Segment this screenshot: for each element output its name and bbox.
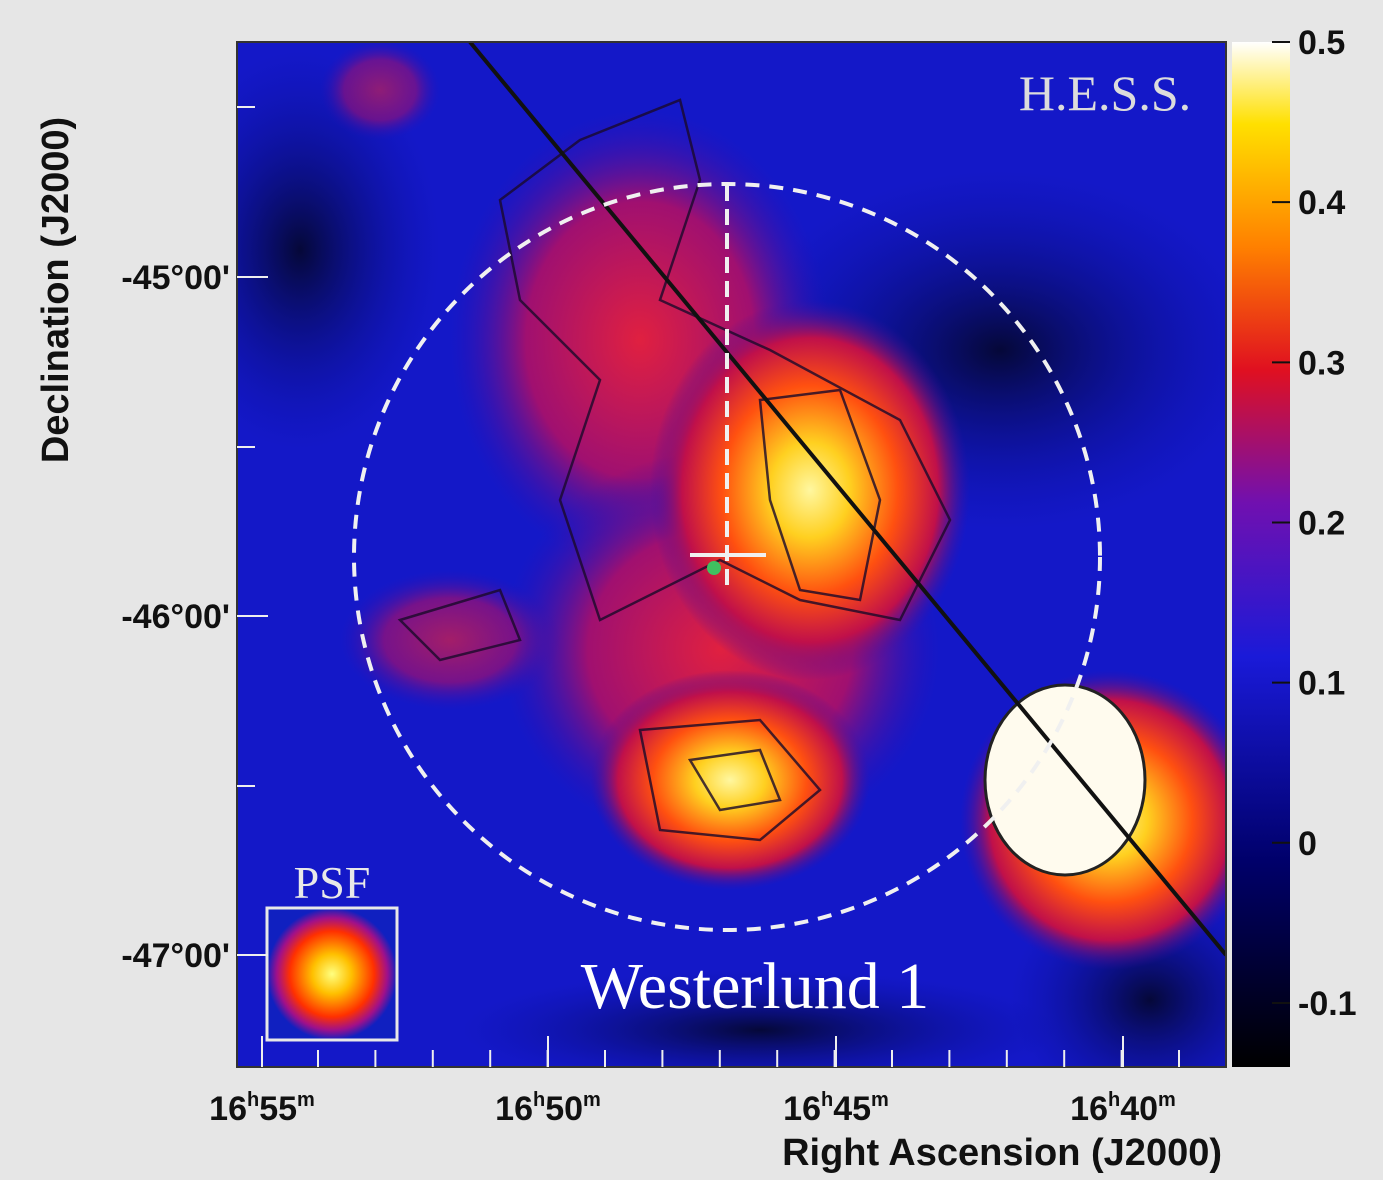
y-tick-label: -46°00' — [121, 598, 230, 636]
x-tick-label-part: 16 — [495, 1090, 533, 1128]
y-tick-label: -47°00' — [121, 937, 230, 975]
figure: H.E.S.S. Westerlund 1 PSF Declination (J… — [0, 0, 1383, 1180]
x-tick-label: 16h45m — [783, 1089, 889, 1128]
x-tick-label-part: 55 — [259, 1090, 297, 1128]
x-tick-label-part: 16 — [209, 1090, 247, 1128]
x-tick-label-part: m — [1158, 1089, 1176, 1111]
x-tick-label-part: 50 — [545, 1090, 583, 1128]
psf-box — [267, 908, 397, 1040]
x-tick-label: 16h40m — [1070, 1089, 1176, 1128]
colorbar-tick-label: 0.1 — [1298, 665, 1345, 703]
psf-label: PSF — [294, 857, 371, 908]
colorbar-tick-label: 0.3 — [1298, 344, 1345, 382]
caption: Westerlund 1 — [581, 950, 929, 1023]
x-tick-label-part: h — [533, 1089, 545, 1111]
sky-map: H.E.S.S. Westerlund 1 — [160, 40, 1290, 1120]
x-tick-label-part: h — [821, 1089, 833, 1111]
x-tick-label-part: m — [871, 1089, 889, 1111]
x-tick-label-part: 16 — [1070, 1090, 1108, 1128]
x-tick-label: 16h50m — [495, 1089, 601, 1128]
y-tick-label: -45°00' — [121, 259, 230, 297]
x-tick-label-part: m — [297, 1089, 315, 1111]
x-tick-label: 16h55m — [209, 1089, 315, 1128]
x-tick-label-part: 40 — [1120, 1090, 1158, 1128]
x-tick-label-part: h — [247, 1089, 259, 1111]
colorbar-tick-label: -0.1 — [1298, 985, 1357, 1023]
x-tick-label-part: m — [583, 1089, 601, 1111]
instrument-label: H.E.S.S. — [1019, 65, 1191, 121]
colorbar-tick-label: 0 — [1298, 825, 1317, 863]
x-tick-label-part: 45 — [833, 1090, 871, 1128]
colorbar-tick-label: 0.5 — [1298, 24, 1345, 62]
x-tick-label-part: 16 — [783, 1090, 821, 1128]
x-tick-label-part: h — [1108, 1089, 1120, 1111]
colorbar — [1232, 42, 1290, 1067]
colorbar-tick-label: 0.4 — [1298, 184, 1345, 222]
x-axis-title: Right Ascension (J2000) — [782, 1132, 1222, 1174]
colorbar-tick-label: 0.2 — [1298, 504, 1345, 542]
y-axis-title: Declination (J2000) — [35, 117, 77, 463]
